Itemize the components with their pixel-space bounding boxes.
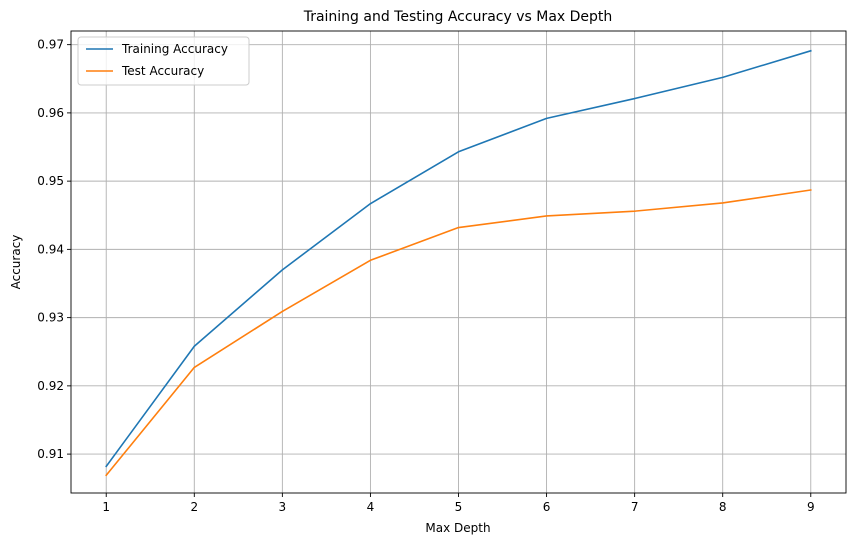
y-tick-label: 0.96 <box>37 106 64 120</box>
legend-label: Test Accuracy <box>121 64 204 78</box>
y-tick-label: 0.97 <box>37 38 64 52</box>
x-tick-label: 6 <box>543 500 551 514</box>
x-tick-label: 2 <box>190 500 198 514</box>
x-tick-label: 3 <box>279 500 287 514</box>
legend: Training Accuracy Test Accuracy <box>77 36 250 86</box>
legend-box <box>77 36 250 86</box>
series-line-training-accuracy <box>105 49 812 468</box>
y-tick-label: 0.93 <box>37 311 64 325</box>
x-tick-label: 5 <box>455 500 463 514</box>
series-layer <box>105 49 812 477</box>
x-tick-label: 7 <box>631 500 639 514</box>
chart-title: Training and Testing Accuracy vs Max Dep… <box>303 9 613 25</box>
x-tick-label: 9 <box>807 500 815 514</box>
y-tick-label: 0.92 <box>37 379 64 393</box>
x-tick-label: 8 <box>719 500 727 514</box>
x-tick-label: 1 <box>102 500 110 514</box>
series-line-test-accuracy <box>105 189 812 477</box>
y-tick-label: 0.91 <box>37 447 64 461</box>
x-axis-label: Max Depth <box>425 521 490 535</box>
tick-layer: 1 2 3 4 5 6 7 8 9 0.91 0.92 0.93 0.94 0.95 0.96 0.97 <box>37 38 814 514</box>
grid-layer <box>71 31 846 493</box>
y-tick-label: 0.94 <box>37 242 64 256</box>
y-axis-label: Accuracy <box>9 235 23 290</box>
y-tick-label: 0.95 <box>37 174 64 188</box>
legend-label: Training Accuracy <box>121 42 228 56</box>
x-tick-label: 4 <box>367 500 375 514</box>
